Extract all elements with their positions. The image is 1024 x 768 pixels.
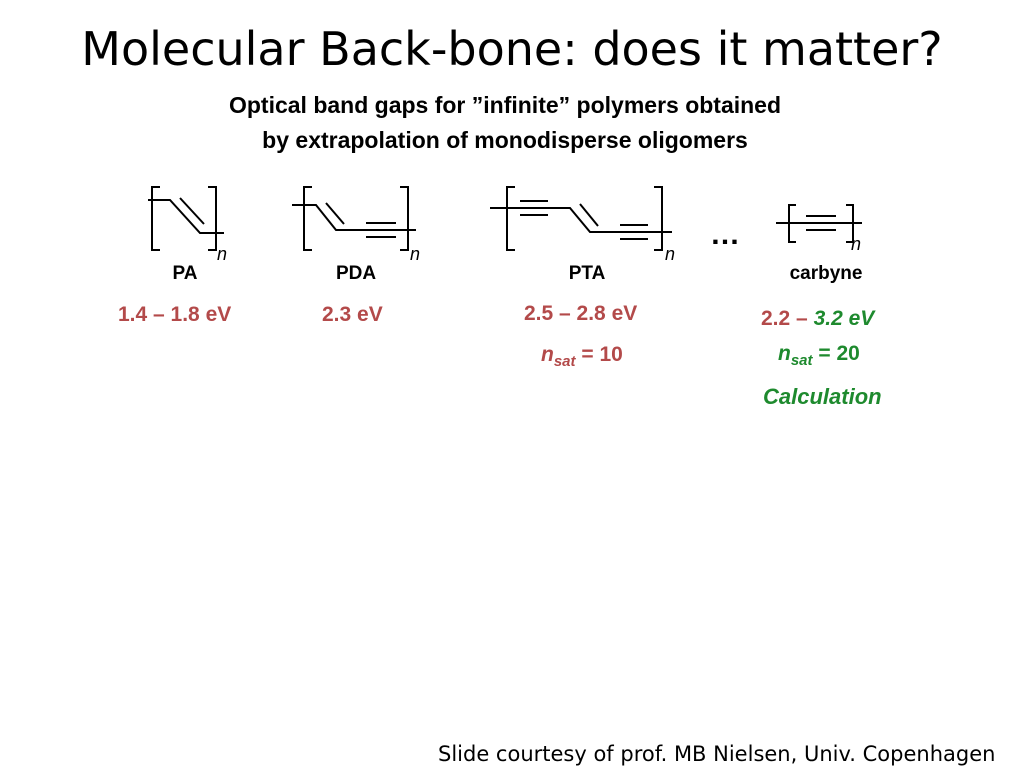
slide-credit: Slide courtesy of prof. MB Nielsen, Univ… [438,742,996,766]
slide-title: Molecular Back-bone: does it matter? [81,22,943,76]
pda-label: PDA [335,263,377,284]
pda-structure [292,186,416,251]
carbyne-repeat-index: n [851,234,862,254]
pta-structure [490,186,672,251]
carbyne-band-gap: 2.2 – 3.2 eV [761,307,874,331]
pta-band-gap: 2.5 – 2.8 eV [524,302,638,325]
subtitle-line-2: by extrapolation of monodisperse oligome… [262,127,748,153]
polymer-structures [148,186,862,251]
pda-repeat-index: n [410,244,421,264]
carbyne-structure [776,204,862,243]
pta-nsat-symbol: n [541,343,554,366]
carbyne-nsat-symbol: n [778,342,791,365]
subtitle-line-1: Optical band gaps for ”infinite” polymer… [228,92,782,118]
carbyne-nsat: nsat = 20 [778,342,860,369]
pta-repeat-index: n [665,244,676,264]
carbyne-label: carbyne [789,263,863,284]
pta-nsat-sub: sat [553,353,576,371]
pa-structure [148,186,224,251]
pa-band-gap: 1.4 – 1.8 eV [118,303,232,326]
pta-nsat-value: = 10 [581,343,623,366]
pda-band-gap: 2.3 eV [322,303,383,326]
series-ellipsis: … [710,218,740,251]
pta-label: PTA [568,263,606,284]
carbyne-nsat-value: = 20 [818,342,860,365]
pa-label: PA [172,263,198,284]
carbyne-calculation-note: Calculation [763,384,882,409]
carbyne-nsat-sub: sat [790,352,813,370]
carbyne-band-gap-high: 3.2 eV [813,307,875,330]
carbyne-band-gap-low: 2.2 – [761,307,808,330]
pta-nsat: nsat = 10 [541,343,623,370]
pa-repeat-index: n [217,244,228,264]
